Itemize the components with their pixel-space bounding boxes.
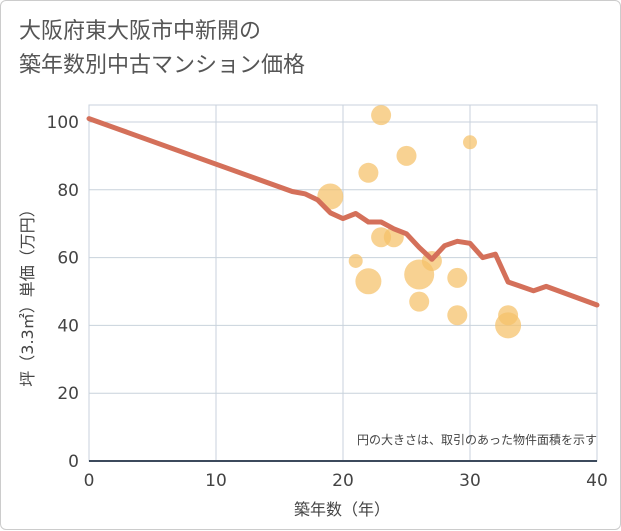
y-tick-label: 60 <box>57 249 79 269</box>
data-bubble <box>348 253 363 268</box>
chart-title: 大阪府東大阪市中新開の 築年数別中古マンション価格 <box>19 19 306 78</box>
x-tick-label: 0 <box>84 471 95 491</box>
trend-line <box>86 116 600 308</box>
x-tick-label: 10 <box>205 471 227 491</box>
data-bubble <box>495 312 522 339</box>
data-bubble <box>447 305 468 326</box>
y-tick-label: 0 <box>68 452 79 472</box>
y-tick-label: 80 <box>57 181 79 201</box>
grid-lines <box>88 104 598 462</box>
x-tick-label: 30 <box>459 471 481 491</box>
data-bubble <box>355 268 382 295</box>
data-bubble <box>396 145 417 166</box>
bubbles-layer <box>317 105 522 339</box>
x-tick-label: 40 <box>586 471 608 491</box>
y-tick-label: 100 <box>47 113 79 133</box>
data-bubble <box>371 105 392 126</box>
y-axis-title: 坪（3.3㎡）単価（万円） <box>18 201 37 386</box>
y-tick-label: 20 <box>57 384 79 404</box>
data-bubble <box>463 135 477 150</box>
y-tick-label: 40 <box>57 316 79 336</box>
data-bubble <box>358 162 379 183</box>
trend-line-layer <box>86 116 600 308</box>
data-bubble <box>409 291 430 312</box>
x-tick-label: 20 <box>332 471 354 491</box>
data-bubble <box>447 267 468 288</box>
axes: 0 10 20 30 40 0 20 40 60 80 100 <box>47 113 608 491</box>
size-note: 円の大きさは、取引のあった物件面積を示す <box>357 432 597 447</box>
x-axis-title: 築年数（年） <box>294 500 390 519</box>
